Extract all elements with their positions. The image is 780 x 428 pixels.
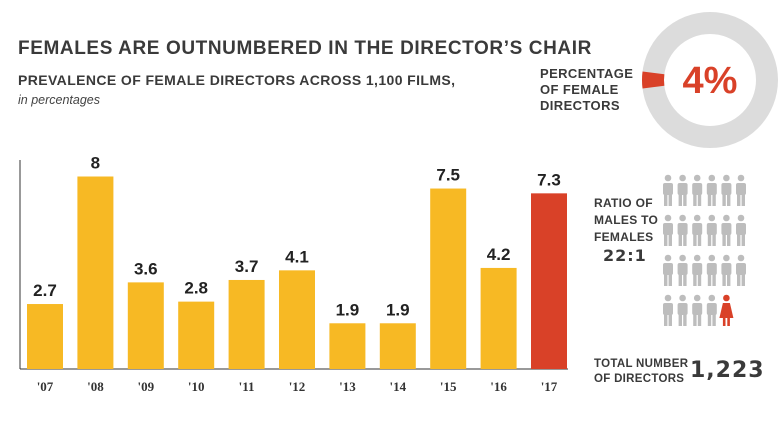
x-tick-label: '17 <box>541 379 558 394</box>
bar <box>178 301 215 369</box>
bar-value-label: 7.5 <box>436 166 460 185</box>
male-figure-icon <box>663 254 673 286</box>
x-tick-label: '07 <box>37 379 54 394</box>
bar-value-label: 3.7 <box>235 257 259 276</box>
male-figure-icon <box>706 214 717 246</box>
male-figure-icon <box>677 294 688 326</box>
male-figure-icon <box>736 214 746 246</box>
bar-value-label: 1.9 <box>386 300 410 319</box>
x-tick-label: '10 <box>188 379 205 394</box>
bar <box>430 188 467 369</box>
bar-value-label: 7.3 <box>537 170 561 189</box>
bar-value-label: 2.7 <box>33 281 57 300</box>
x-tick-label: '15 <box>440 379 457 394</box>
chart-subnote: in percentages <box>18 93 101 107</box>
male-figure-icon <box>736 254 746 286</box>
bar <box>329 323 366 369</box>
x-tick-label: '11 <box>239 379 255 394</box>
total-label: TOTAL NUMBER OF DIRECTORS <box>594 358 689 385</box>
bar <box>379 323 416 369</box>
x-tick-label: '13 <box>339 379 356 394</box>
bar-chart: 2.7 '07 8 '08 3.6 '09 2.8 '10 3.7 '11 4.1 '12 1.9 '13… <box>19 154 568 394</box>
bar-value-label: 4.2 <box>487 245 511 264</box>
bar-value-label: 8 <box>91 154 100 173</box>
female-figure-icon <box>719 294 734 326</box>
chart-subtitle: PREVALENCE OF FEMALE DIRECTORS ACROSS 1,… <box>18 72 456 88</box>
male-figure-icon <box>692 254 703 286</box>
x-tick-label: '16 <box>490 379 507 394</box>
male-figure-icon <box>706 174 717 206</box>
bar-value-label: 3.6 <box>134 259 158 278</box>
bar <box>77 176 114 369</box>
bar <box>127 282 164 369</box>
male-figure-icon <box>692 214 703 246</box>
male-figure-icon <box>692 294 703 326</box>
male-figure-icon <box>677 174 688 206</box>
male-figure-icon <box>663 174 673 206</box>
male-figure-icon <box>736 174 746 206</box>
percentage-label: PERCENTAGE OF FEMALE DIRECTORS <box>540 66 634 113</box>
male-figure-icon <box>721 214 732 246</box>
percentage-donut: 4% <box>642 12 778 148</box>
bar-value-label: 4.1 <box>285 247 309 266</box>
ratio-label: RATIO OF MALES TO FEMALES <box>594 196 659 244</box>
bar <box>27 304 63 369</box>
bar <box>279 270 315 369</box>
percentage-value: 4% <box>683 60 738 102</box>
x-tick-label: '14 <box>389 379 406 394</box>
male-figure-icon <box>663 294 673 326</box>
male-figure-icon <box>677 214 688 246</box>
bar-value-label: 1.9 <box>336 300 360 319</box>
male-figure-icon <box>663 214 673 246</box>
male-figure-icon <box>692 174 703 206</box>
male-figure-icon <box>706 254 717 286</box>
x-tick-label: '12 <box>289 379 306 394</box>
ratio-value: 22:1 <box>603 246 647 265</box>
bar <box>531 193 567 369</box>
bar <box>480 267 517 369</box>
chart-title: FEMALES ARE OUTNUMBERED IN THE DIRECTOR’… <box>18 38 592 59</box>
x-tick-label: '09 <box>137 379 154 394</box>
total-value: 1,223 <box>690 358 765 383</box>
male-figure-icon <box>677 254 688 286</box>
male-figure-icon <box>706 294 717 326</box>
bar <box>228 279 265 369</box>
male-figure-icon <box>721 174 732 206</box>
male-figure-icon <box>721 254 732 286</box>
bar-value-label: 2.8 <box>184 279 208 298</box>
x-tick-label: '08 <box>87 379 104 394</box>
